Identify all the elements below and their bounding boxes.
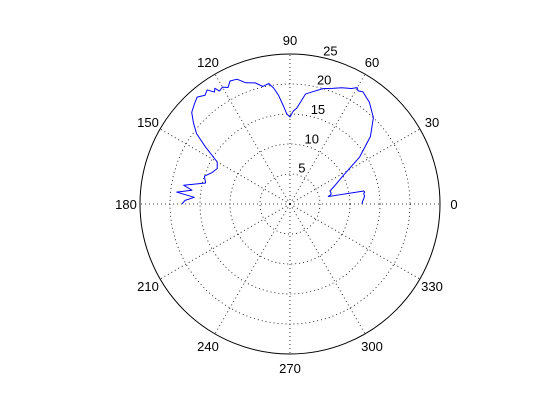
angle-tick-label-120: 120	[197, 55, 219, 70]
series-line-0	[176, 78, 374, 205]
radial-tick-label-20: 20	[317, 73, 331, 88]
angle-tick-label-0: 0	[450, 197, 457, 212]
angle-spoke-330	[289, 203, 421, 280]
angle-tick-label-90: 90	[283, 33, 297, 48]
angle-tick-label-240: 240	[197, 339, 219, 354]
angle-tick-label-270: 270	[279, 361, 301, 376]
radial-tick-labels: 5 10 15 20 25	[298, 43, 337, 175]
angle-spoke-30	[289, 128, 421, 205]
angle-tick-label-330: 330	[421, 279, 443, 294]
angle-tick-label-60: 60	[365, 55, 379, 70]
angle-spoke-300	[289, 203, 366, 335]
angle-tick-label-300: 300	[361, 339, 383, 354]
angle-tick-label-30: 30	[425, 115, 439, 130]
angle-spoke-120	[214, 73, 291, 205]
angle-tick-label-150: 150	[137, 115, 159, 130]
angle-spoke-60	[289, 73, 366, 205]
angle-tick-labels: 0 30 60 90 120 150 180 210 240 270 300 330	[115, 33, 457, 376]
angle-tick-label-180: 180	[115, 197, 137, 212]
angle-spoke-240	[214, 203, 291, 335]
radial-grid-circle-5	[259, 173, 321, 235]
radial-tick-label-15: 15	[311, 102, 325, 117]
radial-tick-label-10: 10	[304, 131, 318, 146]
angle-spokes	[140, 54, 440, 354]
outer-frame-circle	[139, 53, 441, 355]
angle-spoke-210	[159, 203, 291, 280]
angle-tick-label-210: 210	[137, 279, 159, 294]
radial-tick-label-5: 5	[298, 161, 305, 176]
radial-tick-label-25: 25	[323, 43, 337, 58]
radial-grid-circle-15	[199, 113, 381, 295]
series-layer	[176, 78, 374, 205]
angle-spoke-150	[159, 128, 291, 205]
